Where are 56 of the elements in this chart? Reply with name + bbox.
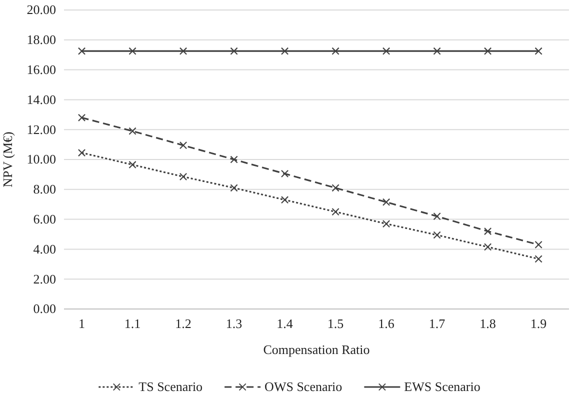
point — [382, 198, 390, 206]
point — [382, 47, 390, 55]
legend-label: OWS Scenario — [264, 379, 342, 394]
point — [534, 255, 542, 263]
point — [230, 47, 238, 55]
y-axis-title: NPV (M€) — [0, 132, 15, 188]
point — [484, 47, 492, 55]
y-tick-label: 18.00 — [26, 32, 56, 48]
y-tick-label: 8.00 — [33, 182, 56, 197]
point — [433, 212, 441, 220]
point — [433, 47, 441, 55]
x-axis-title: Compensation Ratio — [263, 342, 370, 357]
point — [332, 184, 340, 192]
x-tick-label: 1.8 — [480, 316, 496, 332]
x-tick-label: 1.6 — [378, 316, 395, 332]
point — [484, 243, 492, 251]
legend-label: TS Scenario — [138, 379, 203, 394]
point — [230, 156, 238, 164]
point — [280, 47, 289, 55]
point — [382, 220, 390, 228]
y-tick-label: 16.00 — [26, 62, 56, 77]
point — [534, 240, 542, 249]
point — [78, 114, 86, 122]
x-tick-label: 1 — [78, 316, 86, 332]
point — [433, 231, 441, 239]
point — [230, 184, 238, 192]
y-tick-label: 6.00 — [33, 211, 56, 226]
x-tick-label: 1.4 — [276, 316, 294, 332]
point — [179, 172, 188, 181]
y-tick-label: 2.00 — [33, 271, 56, 286]
point — [484, 227, 492, 236]
point — [280, 196, 289, 204]
y-tick-label: 0.00 — [33, 301, 56, 316]
point — [128, 127, 136, 135]
point — [332, 208, 340, 216]
point — [179, 47, 188, 55]
y-tick-label: 4.00 — [33, 241, 56, 256]
x-tick-label: 1.2 — [175, 316, 192, 332]
x-tick-label: 1.5 — [327, 316, 344, 332]
point — [128, 160, 136, 169]
y-tick-label: 20.00 — [26, 2, 56, 18]
point — [78, 47, 86, 55]
x-tick-label: 1.1 — [124, 316, 141, 332]
point — [78, 148, 86, 157]
y-tick-label: 10.00 — [26, 152, 56, 167]
point — [280, 170, 289, 178]
point — [128, 47, 136, 55]
y-tick-label: 12.00 — [26, 122, 56, 137]
point — [332, 47, 340, 55]
point — [534, 47, 542, 55]
x-tick-label: 1.7 — [428, 316, 446, 332]
x-tick-label: 1.9 — [530, 316, 547, 332]
legend-label: EWS Scenario — [404, 379, 480, 394]
x-tick-label: 1.3 — [226, 316, 242, 332]
y-tick-label: 14.00 — [26, 92, 56, 107]
point — [179, 141, 188, 150]
